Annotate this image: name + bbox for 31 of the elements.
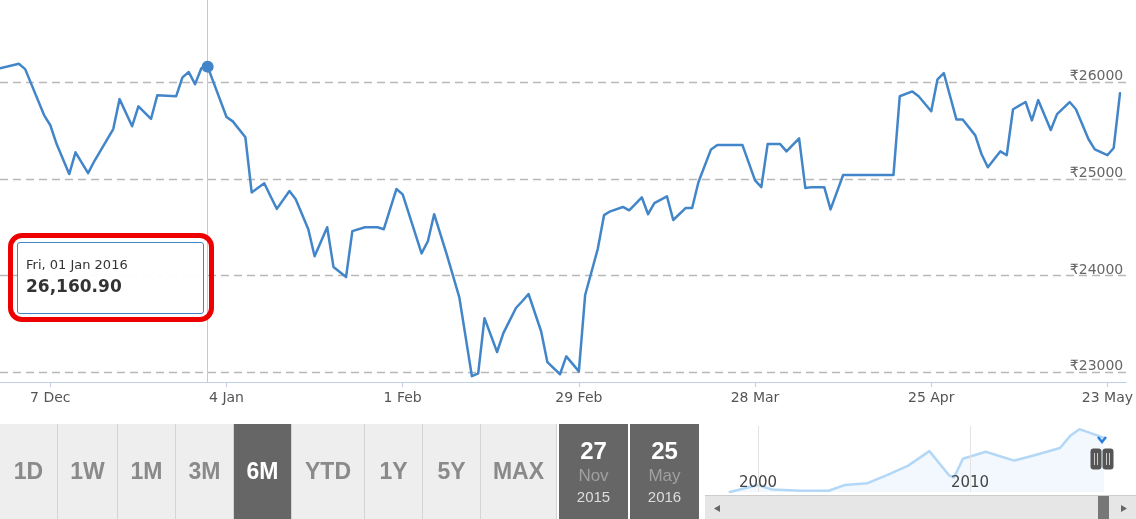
annotation: Fri, 01 Jan 2016 [26,257,129,272]
x-tick-label: 2000 [738,472,778,491]
x-tick-label: 25 Apr [907,389,955,405]
x-tick-label: 7 Dec [30,389,71,405]
text: 2015 [576,486,611,507]
category-label: 5Y [423,424,481,519]
category-label: 6M [234,424,292,519]
tooltip-box: Fri, 01 Jan 2016 26,160.90 [17,242,204,314]
category-label: 1Y [365,424,423,519]
category-label: 3M [176,424,234,519]
x-tick-label: 1 Feb [383,389,422,405]
y-tick-label: ₹25000 [1069,163,1124,180]
text: 25 [651,436,678,465]
text: 27 [580,436,607,465]
x-tick-label: 23 May [1081,389,1134,405]
category-label: 1D [0,424,58,519]
category-label: MAX [481,424,557,519]
x-tick-label: 29 Feb [555,389,603,405]
y-tick-label: ₹23000 [1069,357,1124,374]
text: Nov [578,464,609,487]
category-label: 1M [118,424,176,519]
x-tick-label: 28 Mar [730,389,780,405]
category-label: 1W [58,424,118,519]
category-label: YTD [292,424,365,519]
y-tick-label: ₹26000 [1069,67,1124,84]
x-tick-label: 2010 [950,472,990,491]
text: May [648,464,681,487]
x-tick-label: 4 Jan [209,389,244,405]
text: 2016 [647,486,682,507]
y-tick-label: ₹24000 [1069,260,1124,277]
annotation: 26,160.90 [26,276,123,296]
